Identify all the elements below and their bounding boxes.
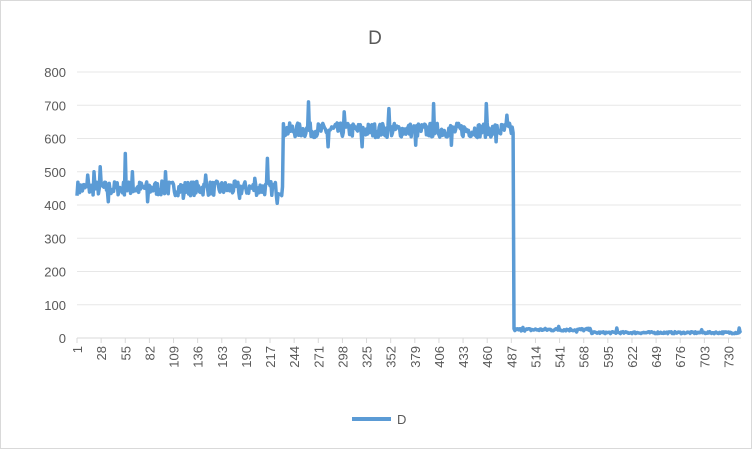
x-tick-label: 730 — [721, 346, 736, 368]
series-line-d — [75, 100, 743, 336]
x-tick-label: 460 — [480, 346, 495, 368]
x-tick-label: 244 — [287, 346, 302, 368]
x-tick-label: 109 — [167, 346, 182, 368]
x-tick-label: 136 — [191, 346, 206, 368]
grid-lines — [77, 71, 741, 339]
x-tick-label: 217 — [263, 346, 278, 368]
x-tick-label: 622 — [625, 346, 640, 368]
y-tick-label: 0 — [59, 331, 66, 346]
x-tick-label: 676 — [673, 346, 688, 368]
x-tick-label: 1 — [70, 346, 85, 353]
x-tick-label: 82 — [142, 346, 157, 360]
y-tick-label: 300 — [44, 231, 66, 246]
y-tick-label: 500 — [44, 165, 66, 180]
y-tick-label: 100 — [44, 298, 66, 313]
x-tick-label: 514 — [528, 346, 543, 368]
y-tick-label: 600 — [44, 132, 66, 147]
x-tick-label: 190 — [239, 346, 254, 368]
x-tick-label: 298 — [335, 346, 350, 368]
x-tick-label: 28 — [94, 346, 109, 360]
x-tick-label: 406 — [432, 346, 447, 368]
chart-title: D — [368, 28, 382, 49]
y-tick-label: 800 — [44, 65, 66, 80]
y-tick-label: 400 — [44, 198, 66, 213]
x-tick-label: 487 — [504, 346, 519, 368]
x-tick-label: 163 — [215, 346, 230, 368]
legend: D — [352, 412, 406, 427]
x-tick-label: 541 — [553, 346, 568, 368]
legend-label: D — [397, 412, 406, 427]
x-tick-label: 595 — [601, 346, 616, 368]
x-tick-label: 325 — [360, 346, 375, 368]
x-tick-label: 703 — [697, 346, 712, 368]
x-axis: 1 28 55 82 109 136 163 190 217 244 271 298 325 352 379… — [70, 338, 736, 368]
y-axis: 0 100 200 300 400 500 600 700 800 — [44, 65, 66, 346]
x-tick-label: 649 — [649, 346, 664, 368]
x-tick-label: 271 — [311, 346, 326, 368]
x-tick-label: 568 — [577, 346, 592, 368]
x-tick-label: 352 — [384, 346, 399, 368]
y-tick-label: 200 — [44, 265, 66, 280]
y-tick-label: 700 — [44, 98, 66, 113]
x-tick-label: 433 — [456, 346, 471, 368]
x-tick-label: 55 — [118, 346, 133, 360]
x-tick-label: 379 — [408, 346, 423, 368]
